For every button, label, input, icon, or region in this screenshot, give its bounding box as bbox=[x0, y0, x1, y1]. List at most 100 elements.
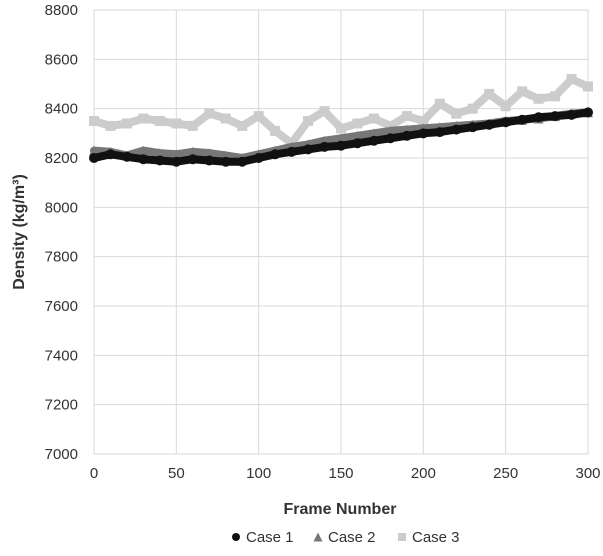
data-point bbox=[204, 155, 215, 166]
data-point bbox=[237, 120, 248, 131]
data-point bbox=[352, 138, 363, 149]
data-point bbox=[154, 148, 165, 159]
data-point bbox=[237, 156, 248, 167]
data-point bbox=[138, 113, 149, 124]
data-point bbox=[319, 141, 330, 152]
x-tick-label: 50 bbox=[168, 465, 185, 482]
data-point bbox=[253, 111, 264, 122]
y-tick-label: 8600 bbox=[45, 51, 78, 68]
x-tick-label: 150 bbox=[328, 465, 353, 482]
data-point bbox=[368, 135, 379, 146]
data-point bbox=[303, 116, 314, 126]
data-point bbox=[220, 156, 231, 167]
y-tick-label: 7800 bbox=[45, 249, 78, 266]
data-point bbox=[154, 155, 165, 166]
y-tick-label: 8800 bbox=[45, 2, 78, 19]
plot-border bbox=[93, 9, 589, 455]
data-point bbox=[105, 149, 116, 160]
data-point bbox=[204, 148, 215, 159]
x-axis-ticks: 0 50 100 150 200 250 300 bbox=[90, 465, 601, 482]
data-point bbox=[368, 128, 379, 139]
data-point bbox=[89, 145, 99, 156]
data-point bbox=[171, 149, 182, 160]
series-case-3 bbox=[89, 74, 593, 149]
data-point bbox=[121, 151, 132, 162]
data-point bbox=[286, 146, 297, 157]
data-point bbox=[303, 144, 314, 155]
plot-area bbox=[93, 9, 589, 455]
data-point bbox=[220, 113, 231, 124]
y-tick-label: 7200 bbox=[45, 397, 78, 414]
legend-marker-2 bbox=[313, 532, 323, 542]
data-point bbox=[270, 149, 281, 160]
data-point bbox=[204, 108, 215, 119]
x-tick-label: 300 bbox=[575, 465, 600, 482]
data-point bbox=[352, 118, 363, 129]
x-tick-label: 0 bbox=[90, 465, 98, 482]
data-point bbox=[138, 145, 149, 156]
data-point bbox=[187, 120, 198, 131]
data-point bbox=[451, 108, 462, 119]
data-point bbox=[138, 154, 149, 165]
data-point bbox=[385, 133, 396, 144]
legend-label-2: Case 2 bbox=[328, 529, 376, 546]
data-point bbox=[154, 116, 165, 126]
data-point bbox=[550, 91, 561, 102]
legend-label-1: Case 1 bbox=[246, 529, 294, 546]
y-tick-label: 8000 bbox=[45, 199, 78, 216]
data-point bbox=[352, 130, 363, 141]
data-point bbox=[434, 98, 445, 109]
data-point bbox=[336, 123, 346, 134]
data-point bbox=[500, 101, 511, 112]
data-point bbox=[171, 156, 182, 167]
y-axis-ticks: 7000 7200 7400 7600 7800 8000 8200 8400 8600 8800 bbox=[45, 2, 78, 463]
data-point bbox=[484, 119, 495, 130]
y-tick-label: 7000 bbox=[45, 446, 78, 463]
data-point bbox=[401, 111, 412, 122]
legend-label-3: Case 3 bbox=[412, 529, 460, 546]
data-point bbox=[583, 81, 593, 92]
data-point bbox=[105, 120, 116, 131]
data-point bbox=[187, 154, 198, 165]
x-axis-label: Frame Number bbox=[284, 501, 397, 518]
data-point bbox=[550, 111, 561, 122]
x-tick-label: 250 bbox=[493, 465, 518, 482]
data-point bbox=[451, 124, 462, 135]
series-case-1 bbox=[89, 107, 593, 167]
data-point bbox=[319, 106, 330, 117]
data-point bbox=[121, 118, 132, 129]
data-point bbox=[517, 114, 528, 125]
data-point bbox=[484, 88, 495, 99]
data-series bbox=[89, 74, 593, 167]
legend-marker-1 bbox=[232, 533, 240, 541]
data-point bbox=[500, 117, 511, 128]
data-point bbox=[336, 140, 346, 151]
y-axis-label: Density (kg/m³) bbox=[11, 174, 28, 290]
legend-marker-3 bbox=[398, 533, 406, 541]
legend: Case 1 Case 2 Case 3 bbox=[232, 529, 460, 546]
y-tick-label: 7400 bbox=[45, 347, 78, 364]
x-tick-label: 200 bbox=[411, 465, 436, 482]
data-point bbox=[566, 74, 577, 85]
data-point bbox=[418, 116, 429, 126]
data-point bbox=[583, 107, 593, 118]
data-point bbox=[434, 127, 445, 138]
data-point bbox=[533, 112, 544, 123]
data-point bbox=[270, 125, 281, 136]
data-point bbox=[467, 103, 478, 114]
x-tick-label: 100 bbox=[246, 465, 271, 482]
y-tick-label: 7600 bbox=[45, 298, 78, 315]
data-point bbox=[566, 109, 577, 120]
data-point bbox=[89, 116, 99, 126]
data-point bbox=[253, 153, 264, 163]
data-point bbox=[187, 146, 198, 157]
y-tick-label: 8400 bbox=[45, 101, 78, 118]
data-point bbox=[401, 130, 412, 141]
data-point bbox=[533, 93, 544, 104]
y-tick-label: 8200 bbox=[45, 150, 78, 167]
data-point bbox=[517, 86, 528, 97]
data-point bbox=[368, 113, 379, 124]
data-point bbox=[171, 118, 182, 129]
data-point bbox=[418, 128, 429, 139]
